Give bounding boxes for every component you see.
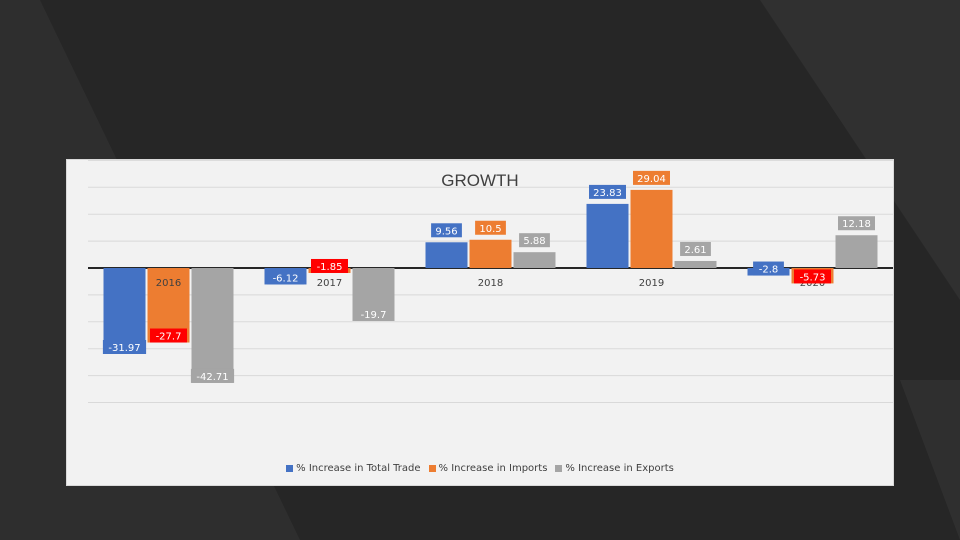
bar-total-trade-2018 xyxy=(425,242,468,268)
bar-total-trade-2016 xyxy=(103,268,146,354)
data-label-text: 5.88 xyxy=(523,236,545,247)
legend-swatch-total-trade xyxy=(286,465,294,472)
data-label-2019-1: 29.04 xyxy=(633,170,670,185)
data-label-text: 12.18 xyxy=(842,219,871,230)
data-label-bg xyxy=(311,258,348,273)
bar-imports-2018 xyxy=(469,239,512,268)
data-label-2017-0: -6.12 xyxy=(267,270,304,285)
chart-title: GROWTH xyxy=(441,171,518,190)
category-tick-2018: 2018 xyxy=(478,278,503,289)
data-label-bg xyxy=(519,233,550,248)
data-label-2019-0: 23.83 xyxy=(589,184,626,199)
data-label-bg xyxy=(102,339,147,354)
legend-swatch-imports xyxy=(428,465,436,472)
data-label-bg xyxy=(190,368,235,383)
bar-exports-2016 xyxy=(191,268,234,383)
bars xyxy=(103,189,878,383)
category-tick-2020: 2020 xyxy=(800,278,825,289)
legend-label-total-trade: % Increase in Total Trade xyxy=(296,463,421,474)
data-label-text: 10.5 xyxy=(479,224,501,235)
data-label-text: 9.56 xyxy=(435,226,457,237)
data-label-2020-1: -5.73 xyxy=(794,269,831,284)
category-tick-2017: 2017 xyxy=(317,278,342,289)
data-label-bg xyxy=(633,170,670,185)
data-label-text: -31.97 xyxy=(108,343,140,354)
bar-exports-2019 xyxy=(674,260,717,268)
data-label-2020-0: -2.8 xyxy=(753,261,784,276)
legend-swatch-exports xyxy=(555,465,563,472)
data-label-bg xyxy=(589,184,626,199)
bg-stripe-right xyxy=(680,0,960,300)
data-label-text: -19.7 xyxy=(361,310,387,321)
bar-total-trade-2019 xyxy=(586,203,629,268)
data-label-bg xyxy=(150,328,187,343)
data-label-text: -27.7 xyxy=(156,332,182,343)
data-label-text: -1.85 xyxy=(317,262,343,273)
data-label-2016-2: -42.71 xyxy=(190,368,235,383)
bar-imports-2019 xyxy=(630,189,673,268)
data-label-text: 2.61 xyxy=(684,245,706,256)
data-label-2016-0: -31.97 xyxy=(102,339,147,354)
legend-label-exports: % Increase in Exports xyxy=(565,463,674,474)
data-label-2016-1: -27.7 xyxy=(150,328,187,343)
data-label-bg xyxy=(431,223,462,238)
data-label-bg xyxy=(794,269,831,284)
data-label-bg xyxy=(838,216,875,231)
data-label-2018-1: 10.5 xyxy=(475,220,506,235)
chart-legend: % Increase in Total Trade % Increase in … xyxy=(0,463,960,474)
data-label-bg xyxy=(355,306,392,321)
data-label-bg xyxy=(475,220,506,235)
category-tick-2016: 2016 xyxy=(156,278,181,289)
category-tick-2019: 2019 xyxy=(639,278,664,289)
data-label-text: 23.83 xyxy=(593,188,622,199)
data-label-2020-2: 12.18 xyxy=(838,216,875,231)
data-label-text: -5.73 xyxy=(800,272,826,283)
data-label-2017-2: -19.7 xyxy=(355,306,392,321)
data-label-text: -6.12 xyxy=(273,273,299,284)
data-label-2019-2: 2.61 xyxy=(680,241,711,256)
legend-label-imports: % Increase in Imports xyxy=(438,463,548,474)
data-label-text: 29.04 xyxy=(637,174,666,185)
data-label-2017-1: -1.85 xyxy=(311,258,348,273)
bg-stripe-bottom-right xyxy=(900,380,960,540)
data-label-2018-2: 5.88 xyxy=(519,233,550,248)
data-label-bg xyxy=(680,241,711,256)
legend-item-exports: % Increase in Exports xyxy=(555,463,674,474)
legend-item-total-trade: % Increase in Total Trade xyxy=(286,463,421,474)
bar-exports-2020 xyxy=(835,235,878,268)
category-ticks: 2016 2017 2018 2019 2020 xyxy=(156,278,825,289)
data-label-bg xyxy=(753,261,784,276)
data-labels: -31.97 -27.7 -42.71 -6.12 -1.85 -19.7 9.56 10.5… xyxy=(102,170,875,383)
data-label-text: -2.8 xyxy=(759,265,779,276)
bar-exports-2018 xyxy=(513,252,556,268)
data-label-bg xyxy=(267,270,304,285)
data-label-text: -42.71 xyxy=(196,372,228,383)
data-label-2018-0: 9.56 xyxy=(431,223,462,238)
legend-item-imports: % Increase in Imports xyxy=(428,463,548,474)
